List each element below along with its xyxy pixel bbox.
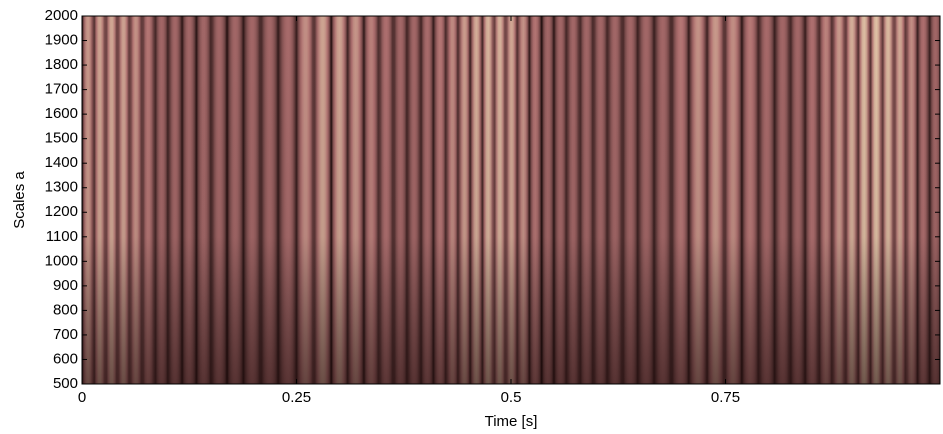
y-tick-label: 900	[53, 277, 78, 294]
y-tick-label: 600	[53, 350, 78, 367]
x-tick-label: 0	[78, 389, 86, 406]
scalogram-image	[82, 16, 940, 384]
x-axis-label: Time [s]	[485, 413, 538, 430]
x-tick-label: 0.75	[711, 389, 740, 406]
y-tick-label: 1700	[45, 81, 78, 98]
y-tick-label: 700	[53, 326, 78, 343]
x-tick-label: 0.5	[501, 389, 522, 406]
y-tick-label: 1900	[45, 32, 78, 49]
y-tick-label: 1300	[45, 179, 78, 196]
y-tick-label: 1200	[45, 203, 78, 220]
y-tick-label: 1000	[45, 252, 78, 269]
y-tick-label: 800	[53, 301, 78, 318]
y-tick-label: 1100	[46, 228, 78, 245]
y-tick-label: 2000	[45, 7, 78, 24]
y-tick-label: 1800	[45, 56, 78, 73]
y-axis-label: Scales a	[11, 171, 28, 229]
y-tick-label: 1400	[45, 154, 78, 171]
y-tick-label: 1500	[45, 130, 78, 147]
y-tick-label: 500	[53, 375, 78, 392]
x-tick-label: 0.25	[282, 389, 311, 406]
y-tick-label: 1600	[45, 105, 78, 122]
